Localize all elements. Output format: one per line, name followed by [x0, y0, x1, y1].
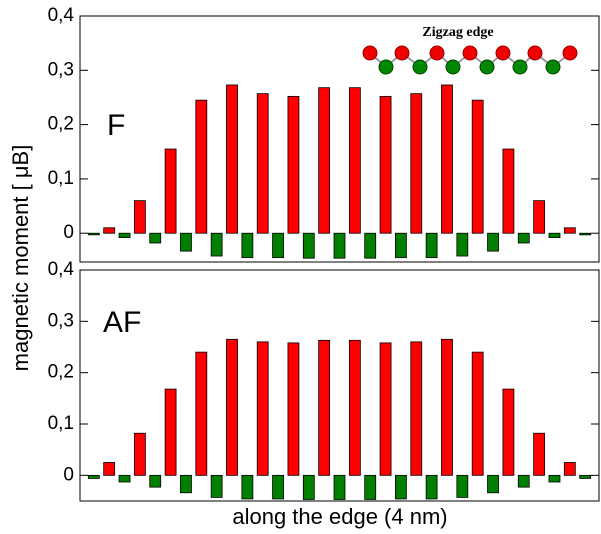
bar — [195, 351, 208, 476]
bar — [164, 148, 177, 234]
y-tick-label: 0,4 — [48, 259, 75, 280]
bar — [333, 474, 346, 500]
bar — [103, 462, 116, 476]
bar — [87, 474, 100, 479]
bar — [287, 95, 300, 234]
y-tick-label: 0,3 — [48, 59, 74, 80]
zigzag-inset — [362, 45, 578, 75]
panel-label: AF — [103, 306, 141, 339]
bar — [118, 474, 131, 483]
y-tick-label: 0 — [63, 464, 74, 485]
bar — [241, 474, 254, 500]
y-tick-label: 0 — [63, 222, 74, 243]
bar — [471, 99, 484, 234]
bar — [487, 474, 499, 494]
bar — [348, 87, 361, 234]
bar — [133, 432, 146, 476]
bar — [226, 84, 238, 234]
bar — [395, 474, 407, 500]
bar — [364, 474, 377, 500]
bar — [302, 474, 315, 500]
bar — [348, 339, 361, 476]
bar — [180, 232, 192, 252]
y-tick-label: 0,3 — [48, 310, 74, 331]
bar — [517, 232, 530, 244]
bar — [272, 474, 284, 500]
bar — [441, 338, 453, 476]
bar — [548, 474, 561, 483]
bar — [425, 474, 438, 500]
bar — [395, 232, 407, 259]
bar — [502, 148, 515, 234]
bar — [87, 232, 100, 236]
bar — [256, 341, 269, 476]
y-tick-label: 0,1 — [48, 168, 74, 189]
y-tick-label: 0,1 — [48, 413, 74, 434]
bar — [502, 388, 515, 476]
y-tick-label: 0,2 — [48, 362, 74, 383]
bar — [563, 462, 576, 476]
bar — [410, 341, 423, 476]
bar — [318, 339, 331, 476]
bar — [487, 232, 499, 252]
y-tick-label: 0,2 — [48, 114, 74, 135]
bar — [210, 232, 223, 257]
bar — [149, 474, 162, 488]
bar — [302, 232, 315, 259]
panel-label: F — [107, 109, 125, 142]
bar — [133, 200, 146, 234]
y-axis-label: magnetic moment [ μB] — [8, 145, 33, 372]
bar — [149, 232, 162, 244]
bar — [579, 232, 592, 236]
plot-frame — [79, 269, 600, 502]
bar — [425, 232, 438, 259]
bar — [533, 432, 546, 476]
bar — [272, 232, 284, 259]
bar — [533, 200, 546, 234]
x-axis-label: along the edge (4 nm) — [232, 504, 447, 529]
bar — [118, 232, 131, 238]
bar — [364, 232, 377, 259]
bar — [379, 342, 392, 476]
bar — [210, 474, 223, 498]
bar — [456, 232, 469, 257]
bar — [441, 84, 453, 234]
bar — [103, 227, 116, 234]
bar — [410, 93, 423, 234]
bar — [164, 388, 177, 476]
bar — [195, 99, 208, 234]
bar — [241, 232, 254, 259]
bar — [287, 342, 300, 476]
y-tick-label: 0,4 — [48, 5, 75, 26]
bar — [456, 474, 469, 498]
bar — [379, 95, 392, 234]
bar — [471, 351, 484, 476]
bar — [333, 232, 346, 259]
bar — [579, 474, 592, 479]
bar — [517, 474, 530, 488]
bar — [548, 232, 561, 238]
bar — [180, 474, 192, 494]
bar — [318, 87, 331, 234]
bar — [563, 227, 576, 234]
bar — [256, 93, 269, 234]
inset-label: Zigzag edge — [422, 25, 493, 40]
plot-frame — [79, 15, 600, 263]
bar — [226, 338, 238, 476]
